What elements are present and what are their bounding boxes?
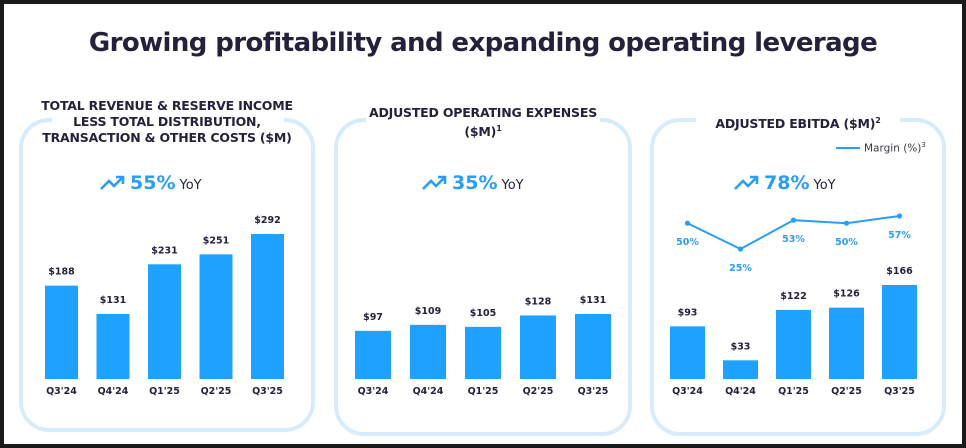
panel-ebitda-yoy: 78% YoY — [734, 172, 836, 194]
x-tick-label: Q4'24 — [98, 386, 129, 397]
x-tick-label: Q1'25 — [149, 386, 180, 397]
margin-data-label: 57% — [888, 230, 911, 241]
legend-line-swatch — [836, 146, 860, 149]
x-tick-label: Q4'24 — [725, 386, 756, 397]
bar-data-label: $109 — [415, 306, 441, 317]
margin-data-label: 53% — [782, 234, 805, 245]
bar-data-label: $251 — [203, 235, 229, 246]
x-tick-label: Q3'25 — [884, 386, 915, 397]
panel-opex-yoy: 35% YoY — [422, 172, 524, 194]
bar-Q324 — [45, 285, 78, 379]
bar-Q325 — [251, 234, 284, 379]
margin-point — [684, 220, 691, 226]
bar-Q424 — [410, 324, 446, 379]
yoy-label: YoY — [501, 178, 524, 193]
bar-data-label: $188 — [48, 267, 75, 278]
trending-up-icon — [422, 175, 447, 190]
margin-data-label: 25% — [729, 263, 752, 274]
yoy-value: 55% — [130, 172, 176, 194]
x-tick-label: Q2'25 — [831, 386, 862, 397]
charts-canvas: $188 Q3'24 $131 Q4'24 $231 Q1'25 $251 Q2'25 $292… — [45, 213, 917, 397]
bar-data-label: $131 — [100, 295, 126, 306]
panel-ebitda-title: ADJUSTED EBITDA ($M)2 — [715, 116, 881, 132]
x-tick-label: Q1'25 — [468, 386, 499, 397]
x-tick-label: Q2'25 — [523, 386, 554, 397]
bar-Q225 — [829, 307, 864, 379]
bar-Q324 — [355, 330, 391, 379]
margin-point — [896, 213, 903, 219]
margin-data-label: 50% — [835, 237, 858, 248]
bar-data-label: $131 — [580, 295, 606, 306]
yoy-label: YoY — [179, 178, 202, 193]
bar-data-label: $292 — [254, 215, 280, 226]
bar-data-label: $126 — [833, 289, 860, 300]
bar-Q424 — [723, 360, 758, 379]
x-tick-label: Q3'24 — [672, 386, 703, 397]
panel-revenue-title: TOTAL REVENUE & RESERVE INCOME LESS TOTA… — [41, 98, 293, 145]
bar-Q324 — [670, 326, 705, 379]
margin-point — [843, 220, 850, 226]
yoy-value: 78% — [764, 172, 810, 194]
bar-data-label: $122 — [780, 291, 806, 302]
bar-data-label: $166 — [886, 266, 913, 277]
bar-Q325 — [882, 285, 917, 379]
bar-Q325 — [575, 313, 611, 379]
bar-Q125 — [465, 326, 501, 379]
margin-point — [737, 246, 744, 252]
page-title: Growing profitability and expanding oper… — [88, 28, 878, 58]
yoy-label: YoY — [813, 178, 836, 193]
bar-data-label: $231 — [151, 245, 177, 256]
x-tick-label: Q3'24 — [46, 386, 77, 397]
trending-up-icon — [734, 175, 759, 190]
x-tick-label: Q3'25 — [252, 386, 283, 397]
bar-data-label: $33 — [731, 341, 751, 352]
bar-data-label: $105 — [470, 308, 496, 319]
bar-data-label: $97 — [363, 312, 383, 323]
panel-opex-title: ADJUSTED OPERATING EXPENSES ($M)1 — [368, 105, 598, 140]
margin-point — [790, 217, 797, 223]
panel-revenue-yoy: 55% YoY — [100, 172, 202, 194]
bar-Q225 — [520, 315, 556, 379]
trending-up-icon — [100, 175, 125, 190]
margin-data-label: 50% — [676, 237, 699, 248]
legend-margin: Margin (%)3 — [836, 141, 926, 155]
bar-Q225 — [199, 254, 233, 379]
x-tick-label: Q1'25 — [778, 386, 809, 397]
bar-Q125 — [776, 309, 811, 379]
bar-data-label: $93 — [678, 307, 698, 318]
bar-data-label: $128 — [525, 296, 552, 307]
slide: Growing profitability and expanding oper… — [4, 4, 962, 444]
x-tick-label: Q3'25 — [578, 386, 609, 397]
yoy-value: 35% — [452, 172, 498, 194]
x-tick-label: Q2'25 — [201, 386, 232, 397]
bar-Q424 — [96, 313, 130, 379]
x-tick-label: Q3'24 — [358, 386, 389, 397]
x-tick-label: Q4'24 — [413, 386, 444, 397]
bar-Q125 — [148, 264, 181, 379]
